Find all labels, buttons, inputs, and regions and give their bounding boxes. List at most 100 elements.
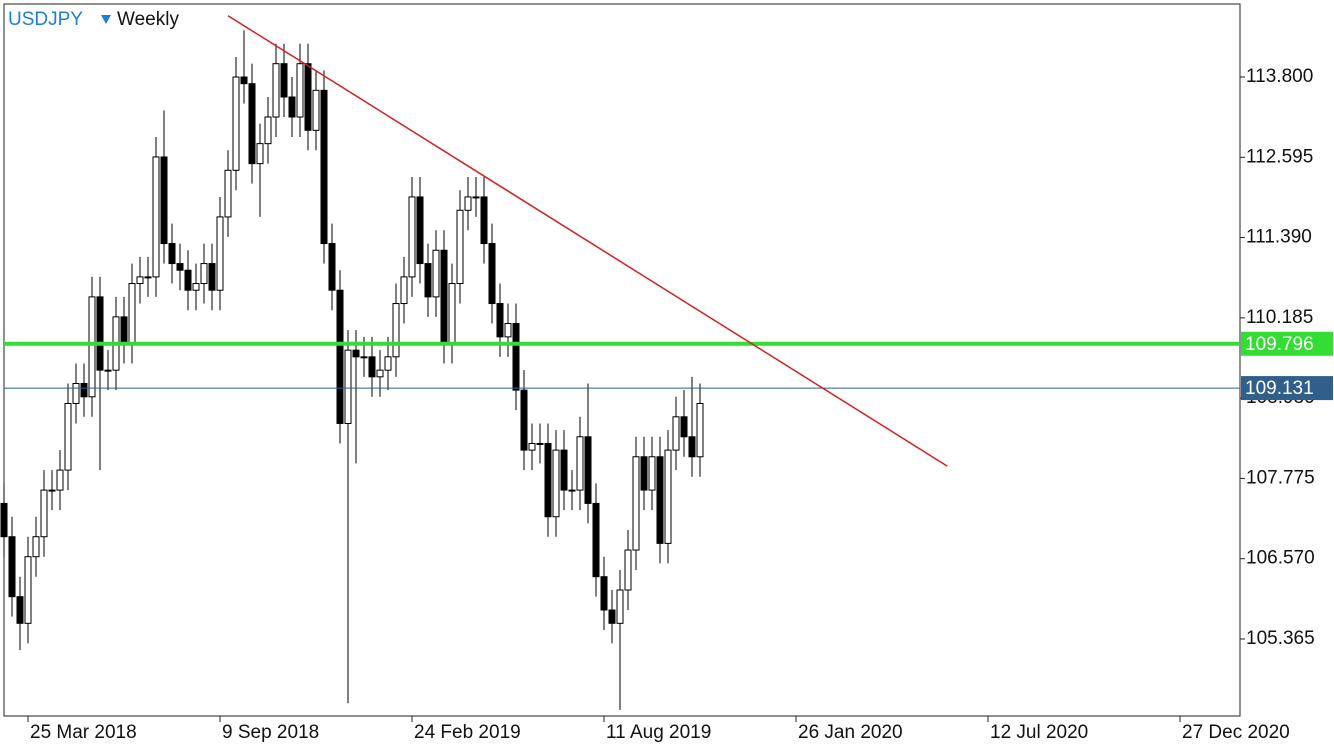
candle-body bbox=[512, 323, 520, 391]
candle-body bbox=[136, 276, 144, 285]
candle-body bbox=[200, 263, 208, 285]
candle-body bbox=[296, 63, 304, 118]
y-tick-label: 111.390 bbox=[1246, 227, 1312, 248]
candle-body bbox=[448, 283, 456, 345]
candle-body bbox=[464, 196, 472, 211]
price-box bbox=[1241, 331, 1333, 356]
candle-body bbox=[208, 263, 216, 291]
candle-body bbox=[384, 356, 392, 371]
candle-body bbox=[608, 609, 616, 624]
timeframe[interactable]: Weekly bbox=[117, 9, 179, 30]
candle-body bbox=[496, 303, 504, 338]
candle-body bbox=[256, 143, 264, 165]
candle-body bbox=[600, 576, 608, 611]
candle-body bbox=[152, 156, 160, 278]
candle-body bbox=[224, 169, 232, 218]
candle-body bbox=[392, 303, 400, 358]
candle-body bbox=[48, 489, 56, 492]
candle-body bbox=[328, 243, 336, 291]
candle-body bbox=[424, 263, 432, 298]
candle-body bbox=[272, 63, 280, 118]
candle-body bbox=[344, 349, 352, 424]
x-tick-label: 26 Jan 2020 bbox=[798, 722, 903, 743]
candle-body bbox=[128, 283, 136, 345]
y-tick-label: 106.570 bbox=[1246, 548, 1315, 569]
candle-body bbox=[168, 243, 176, 265]
candle-body bbox=[632, 456, 640, 551]
candle-body bbox=[72, 382, 80, 404]
price-label: 109.131 bbox=[1245, 378, 1314, 399]
candle-body bbox=[408, 196, 416, 278]
candle-body bbox=[120, 316, 128, 345]
y-tick-label: 110.185 bbox=[1246, 307, 1313, 328]
candle-body bbox=[16, 596, 24, 624]
candle-body bbox=[56, 469, 64, 491]
candle-body bbox=[688, 436, 696, 458]
candle-body bbox=[336, 289, 344, 424]
candle-body bbox=[368, 356, 376, 378]
candle-body bbox=[416, 196, 424, 265]
candle-body bbox=[648, 456, 656, 491]
candle-body bbox=[536, 442, 544, 445]
candle-body bbox=[304, 63, 312, 131]
candle-body bbox=[80, 382, 88, 398]
candle-body bbox=[680, 416, 688, 438]
symbol[interactable]: USDJPY bbox=[8, 9, 83, 30]
y-tick-label: 113.800 bbox=[1246, 66, 1313, 87]
candle-body bbox=[280, 63, 288, 98]
candle-body bbox=[320, 89, 328, 245]
candle-body bbox=[184, 269, 192, 291]
candle-body bbox=[288, 96, 296, 118]
candle-body bbox=[248, 83, 256, 165]
candle-body bbox=[488, 243, 496, 305]
x-tick-label: 24 Feb 2019 bbox=[414, 722, 521, 743]
candle-body bbox=[144, 276, 152, 279]
candle-body bbox=[568, 489, 576, 492]
candle-body bbox=[584, 436, 592, 504]
candle-body bbox=[88, 296, 96, 398]
candle-body bbox=[104, 369, 112, 372]
candle-body bbox=[696, 402, 704, 458]
candle-body bbox=[432, 249, 440, 298]
candle-body bbox=[472, 196, 480, 199]
candle-body bbox=[312, 89, 320, 131]
candle-body bbox=[40, 489, 48, 538]
candle-body bbox=[96, 296, 104, 371]
candles bbox=[0, 30, 704, 710]
candle-body bbox=[544, 442, 552, 518]
candle-body bbox=[560, 449, 568, 491]
candle-body bbox=[664, 449, 672, 544]
candle-body bbox=[480, 196, 488, 245]
symbol-dropdown-icon[interactable] bbox=[101, 15, 111, 24]
candle-body bbox=[160, 156, 168, 245]
trend-line bbox=[227, 15, 948, 467]
candle-body bbox=[616, 589, 624, 624]
y-tick-label: 112.595 bbox=[1246, 146, 1313, 167]
candle-body bbox=[8, 536, 16, 598]
candle-body bbox=[552, 449, 560, 518]
x-tick-label: 9 Sep 2018 bbox=[222, 722, 319, 743]
x-tick-label: 12 Jul 2020 bbox=[990, 722, 1088, 743]
candle-body bbox=[656, 456, 664, 544]
candle-body bbox=[520, 389, 528, 451]
candle-body bbox=[64, 402, 72, 471]
candle-body bbox=[376, 369, 384, 378]
candle-body bbox=[232, 76, 240, 171]
candle-body bbox=[240, 76, 248, 85]
candle-body bbox=[576, 436, 584, 491]
candle-body bbox=[216, 216, 224, 291]
candle-body bbox=[352, 349, 360, 358]
price-label: 109.796 bbox=[1245, 334, 1314, 355]
candle-body bbox=[456, 209, 464, 285]
candle-body bbox=[504, 323, 512, 338]
candle-body bbox=[528, 442, 536, 451]
candle-body bbox=[0, 502, 8, 538]
candle-body bbox=[672, 416, 680, 451]
candle-body bbox=[264, 116, 272, 145]
candle-body bbox=[592, 502, 600, 578]
y-tick-label: 105.365 bbox=[1246, 628, 1315, 649]
candle-body bbox=[400, 276, 408, 305]
candle-body bbox=[440, 249, 448, 345]
x-tick-label: 11 Aug 2019 bbox=[606, 722, 711, 743]
